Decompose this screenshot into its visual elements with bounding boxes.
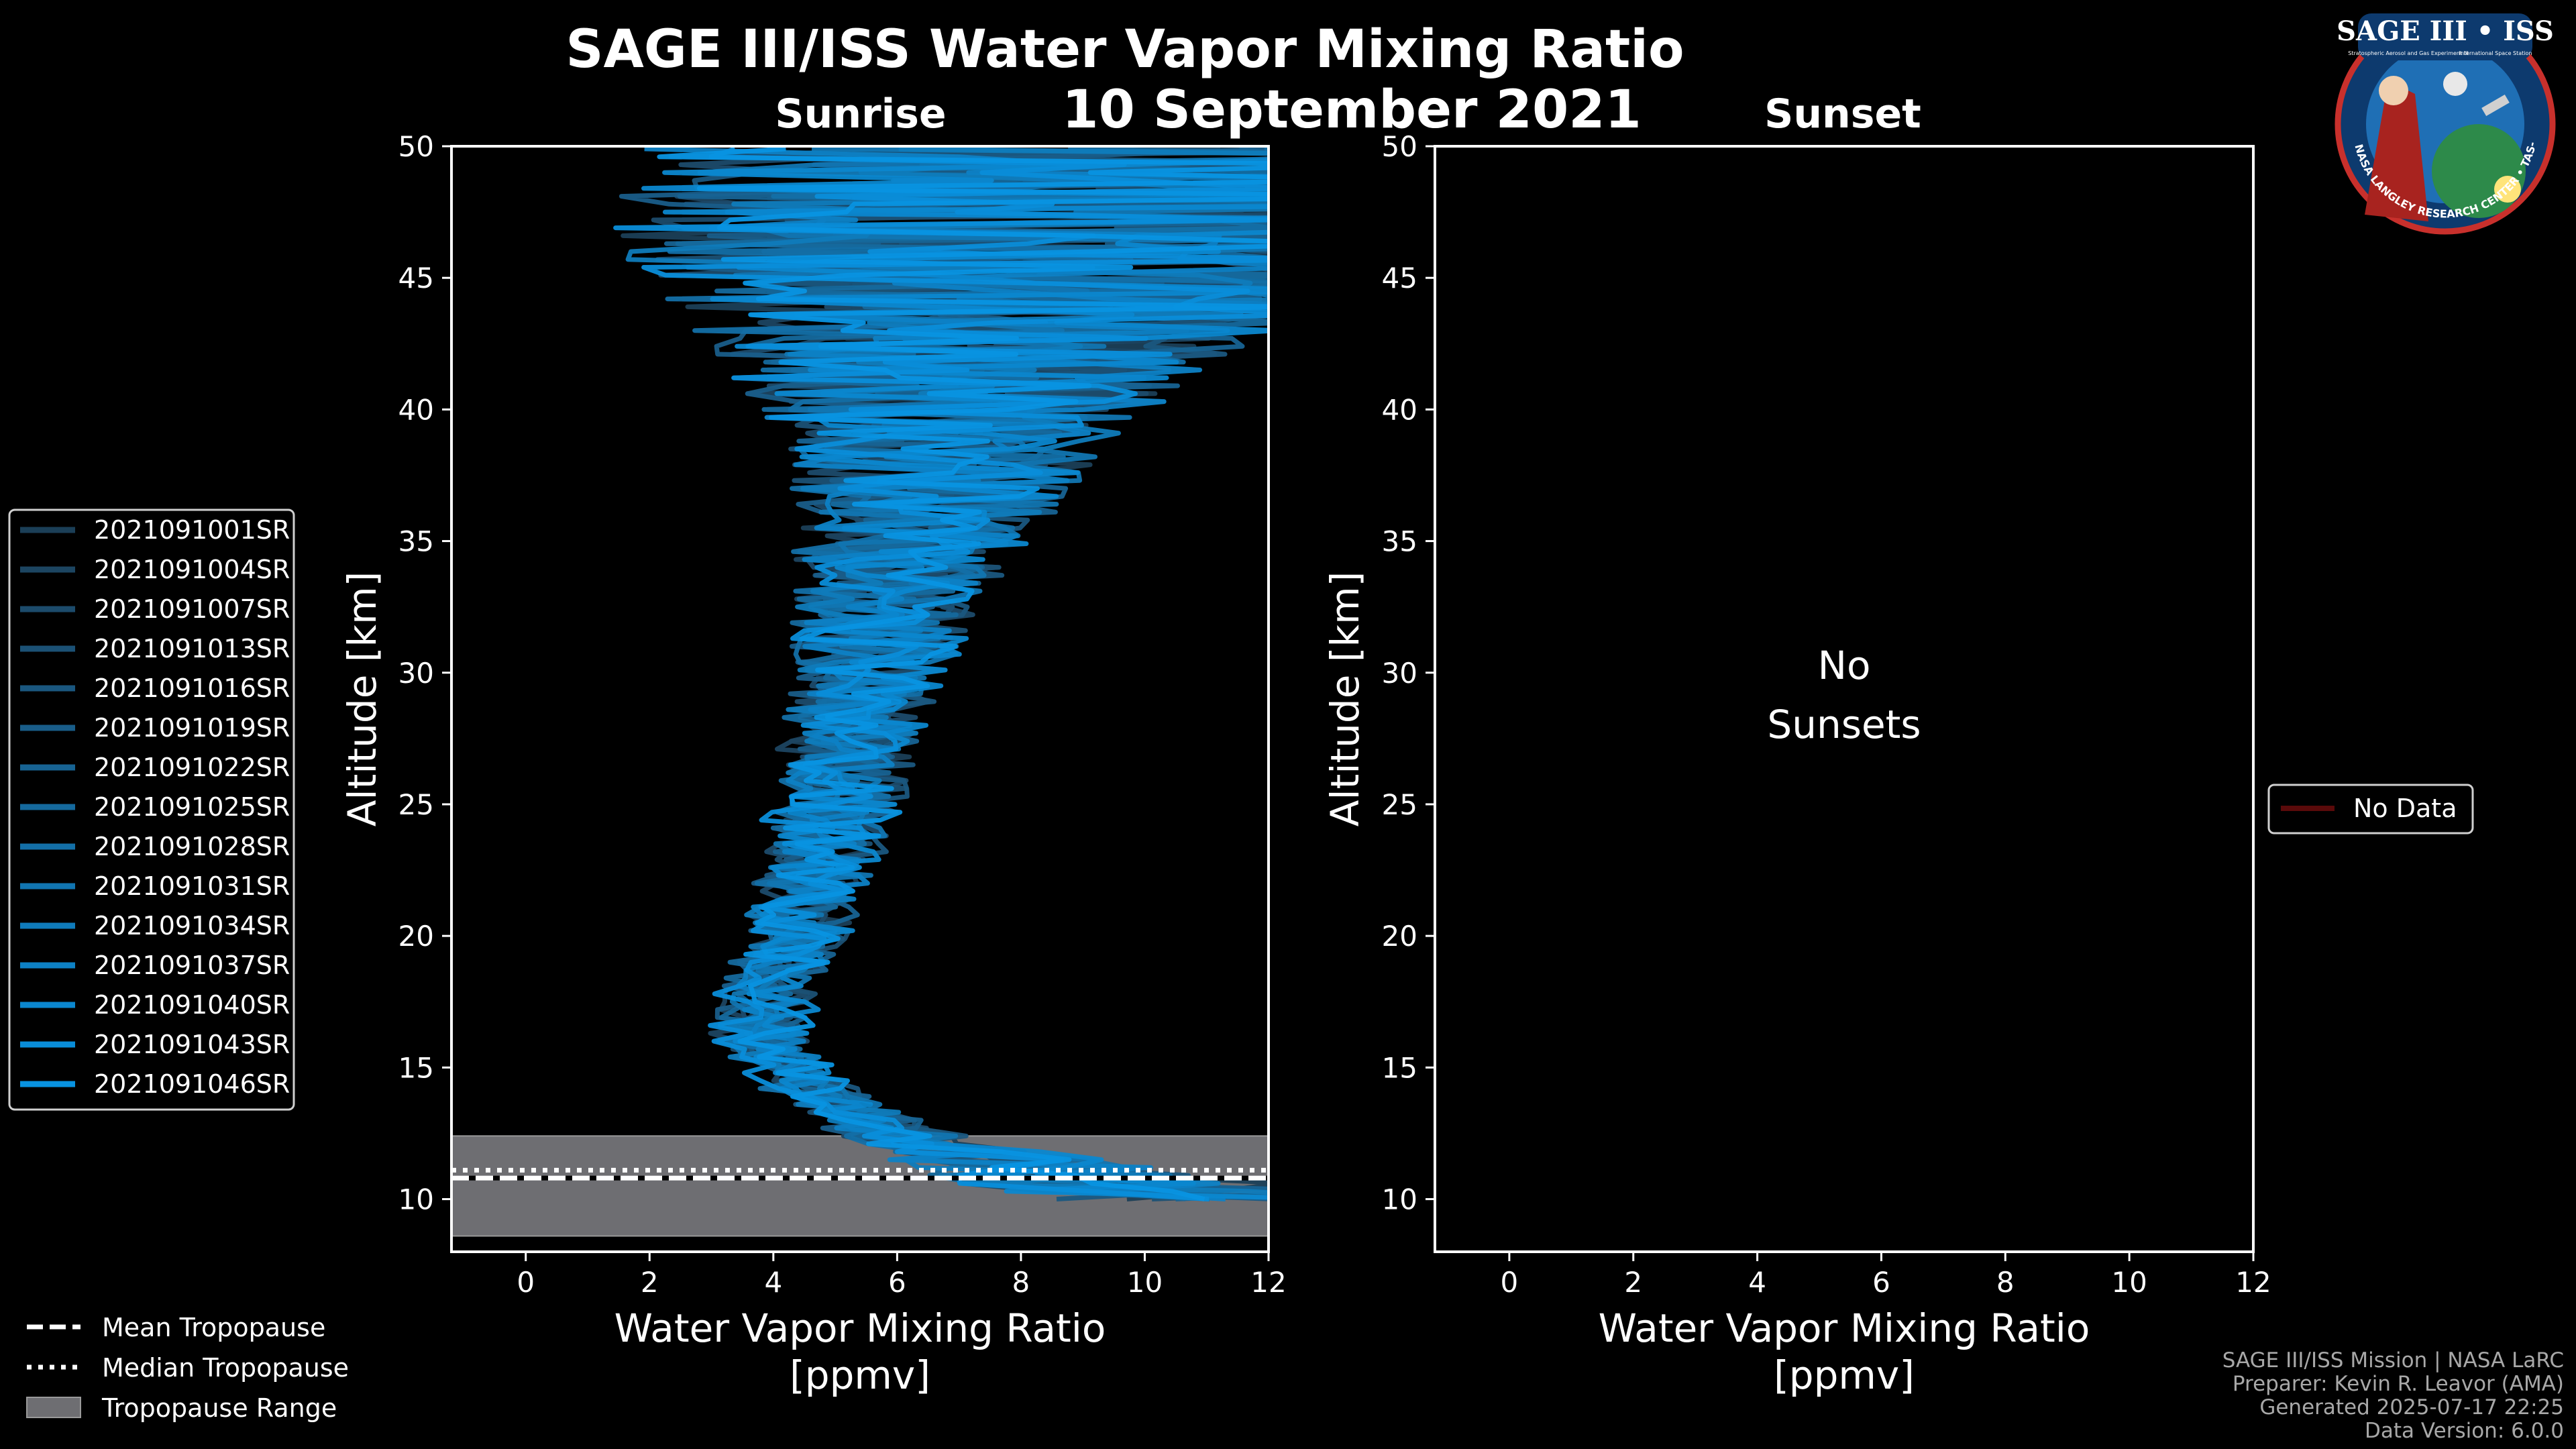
sunset-xtick-label: 6 — [1872, 1266, 1890, 1299]
sunset-xtick-label: 0 — [1501, 1266, 1519, 1299]
sunrise-xtick-label: 0 — [517, 1266, 535, 1299]
legend-label-2021091007SR: 2021091007SR — [94, 594, 290, 624]
legend-label-2021091001SR: 2021091001SR — [94, 515, 290, 545]
legend-label-2021091022SR: 2021091022SR — [94, 753, 290, 782]
sunset-xtick-label: 4 — [1748, 1266, 1766, 1299]
logo-moon-icon — [2443, 72, 2467, 96]
legend-label-2021091004SR: 2021091004SR — [94, 555, 290, 584]
profile-line-2021091040SR — [641, 158, 1269, 1200]
sunrise-panel: 10 15 20 25 30 35 40 45 50 0 2 4 6 8 10 12 Altitude [k… — [339, 130, 1287, 1398]
legend-label-2021091031SR: 2021091031SR — [94, 871, 290, 901]
sunrise-plot-frame — [450, 145, 1270, 1253]
sunrise-y-axis-label: Altitude [km] — [339, 572, 385, 826]
sunrise-ytick-label: 25 — [398, 788, 434, 821]
sunrise-ytick-label: 30 — [398, 657, 434, 690]
credit-mission: SAGE III/ISS Mission | NASA LaRC — [2222, 1348, 2564, 1373]
logo-name: SAGE III • ISS — [2337, 15, 2554, 47]
sunset-xtick-label: 10 — [2111, 1266, 2147, 1299]
logo-sun-icon — [2494, 176, 2521, 203]
series-legend: 2021091001SR 2021091004SR 2021091007SR 2021… — [8, 508, 295, 1111]
sunrise-ytick-label: 10 — [398, 1183, 434, 1216]
sunset-ytick-label: 10 — [1382, 1183, 1417, 1216]
sunrise-xtick-label: 6 — [888, 1266, 906, 1299]
logo-subtitle: Stratospheric Aerosol and Gas Experiment… — [2348, 50, 2468, 56]
tropopause-range-label: Tropopause Range — [101, 1393, 337, 1423]
legend-label-2021091013SR: 2021091013SR — [94, 634, 290, 663]
legend-label-2021091034SR: 2021091034SR — [94, 911, 290, 941]
credit-generated: Generated 2025-07-17 22:25 — [2259, 1395, 2564, 1419]
logo-name-banner — [2358, 13, 2532, 60]
sunrise-x-axis-unit: [ppmv] — [790, 1352, 930, 1398]
sunrise-x-axis-label: Water Vapor Mixing Ratio — [614, 1305, 1106, 1351]
sunrise-ytick-label: 15 — [398, 1051, 434, 1084]
chart-date: 10 September 2021 — [1062, 80, 1642, 140]
sunset-ytick-label: 25 — [1382, 788, 1417, 821]
sunset-x-axis-label: Water Vapor Mixing Ratio — [1599, 1305, 2090, 1351]
sunset-ytick-label: 40 — [1382, 393, 1417, 426]
logo-figure-head-icon — [2379, 76, 2408, 105]
no-sunsets-annotation-line2: Sunsets — [1767, 702, 1921, 747]
sunrise-ytick-label: 35 — [398, 525, 434, 558]
sunset-y-axis-label: Altitude [km] — [1322, 572, 1368, 826]
sunset-ytick-label: 45 — [1382, 262, 1417, 294]
legend-label-2021091019SR: 2021091019SR — [94, 713, 290, 743]
sunset-ytick-label: 20 — [1382, 920, 1417, 953]
sunrise-panel-title: Sunrise — [775, 91, 946, 138]
sunset-plot-frame — [1434, 145, 2255, 1253]
chart-title: SAGE III/ISS Water Vapor Mixing Ratio — [566, 19, 1684, 80]
sunset-xtick-label: 12 — [2235, 1266, 2271, 1299]
tropopause-range-swatch — [26, 1397, 81, 1418]
sunset-y-ticks: 10 15 20 25 30 35 40 45 50 — [1382, 130, 1435, 1216]
legend-label-2021091028SR: 2021091028SR — [94, 832, 290, 861]
nodata-label: No Data — [2353, 794, 2457, 823]
sunset-x-ticks: 0 2 4 6 8 10 12 — [1501, 1252, 2271, 1299]
sunrise-ytick-label: 45 — [398, 262, 434, 294]
tropopause-lines — [451, 1167, 1269, 1181]
sunrise-xtick-label: 10 — [1127, 1266, 1163, 1299]
sunrise-xtick-label: 12 — [1250, 1266, 1286, 1299]
sunset-ytick-label: 15 — [1382, 1051, 1417, 1084]
nodata-legend-box — [2267, 784, 2474, 835]
sunrise-xtick-label: 4 — [764, 1266, 782, 1299]
legend-label-2021091046SR: 2021091046SR — [94, 1069, 290, 1099]
legend-label-2021091016SR: 2021091016SR — [94, 674, 290, 703]
sunrise-profile-lines — [613, 146, 1269, 1201]
sunset-ytick-label: 30 — [1382, 657, 1417, 690]
sunset-panel-title: Sunset — [1764, 91, 1921, 138]
sunrise-y-ticks: 10 15 20 25 30 35 40 45 50 — [398, 130, 451, 1216]
legend-label-2021091040SR: 2021091040SR — [94, 990, 290, 1020]
no-sunsets-annotation-line1: No — [1818, 643, 1871, 688]
tropopause-legend: Mean Tropopause Median Tropopause Tropop… — [26, 1313, 349, 1423]
profile-line-2021091046SR — [657, 146, 1269, 1201]
sunrise-xtick-label: 8 — [1012, 1266, 1030, 1299]
sunset-x-axis-unit: [ppmv] — [1774, 1352, 1915, 1398]
credits: SAGE III/ISS Mission | NASA LaRC Prepare… — [2222, 1348, 2564, 1443]
logo-figure-icon — [2365, 80, 2428, 221]
sunset-ytick-label: 35 — [1382, 525, 1417, 558]
sunrise-ytick-label: 50 — [398, 130, 434, 163]
credit-data-version: Data Version: 6.0.0 — [2365, 1419, 2564, 1443]
legend-label-2021091025SR: 2021091025SR — [94, 792, 290, 822]
legend-label-2021091043SR: 2021091043SR — [94, 1030, 290, 1059]
nodata-legend: No Data — [2267, 784, 2474, 835]
logo-iss-icon — [2481, 94, 2510, 117]
series-legend-box — [8, 508, 295, 1111]
sunrise-ytick-label: 20 — [398, 920, 434, 953]
sunset-xtick-label: 8 — [1996, 1266, 2015, 1299]
credit-preparer: Preparer: Kevin R. Leavor (AMA) — [2233, 1372, 2564, 1396]
sunrise-ytick-label: 40 — [398, 393, 434, 426]
legend-label-2021091037SR: 2021091037SR — [94, 951, 290, 980]
median-tropopause-label: Median Tropopause — [102, 1353, 349, 1383]
sunset-ytick-label: 50 — [1382, 130, 1417, 163]
sunrise-x-ticks: 0 2 4 6 8 10 12 — [517, 1252, 1287, 1299]
logo-iss: International Space Station — [2459, 50, 2532, 56]
mean-tropopause-label: Mean Tropopause — [102, 1313, 325, 1342]
sunrise-xtick-label: 2 — [641, 1266, 659, 1299]
sunset-xtick-label: 2 — [1624, 1266, 1642, 1299]
